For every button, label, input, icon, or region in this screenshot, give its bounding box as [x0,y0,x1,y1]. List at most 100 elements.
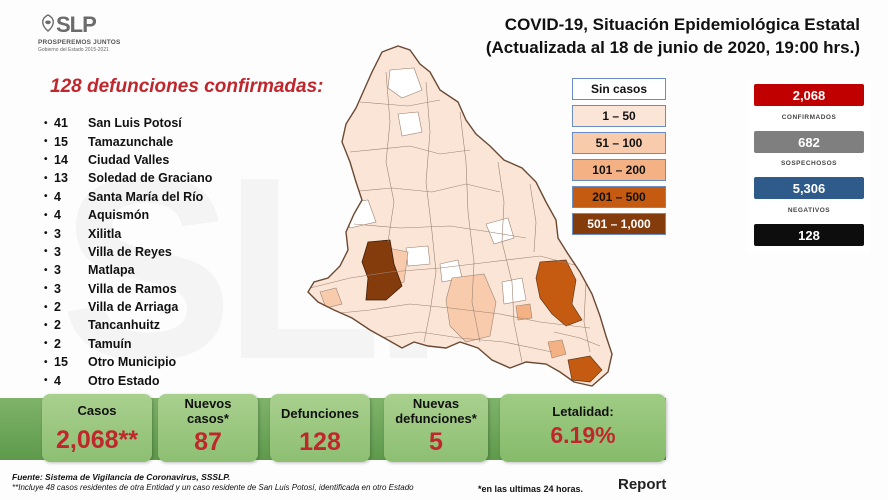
death-count: 3 [54,263,61,278]
death-count: 41 [54,116,68,131]
deaths-list-item: • 15 Tamazunchale [44,132,264,150]
card-nuevas-defunciones: Nuevas defunciones* 5 [384,394,488,462]
deaths-list: • 41 San Luis Potosí • 15 Tamazunchale • 14 Ciud… [44,114,264,390]
deaths-list-item: • 4 Aquismón [44,206,264,224]
bullet-icon: • [44,154,48,166]
legend-item: 101 – 200 [572,159,666,181]
logo-tagline: PROSPEREMOS JUNTOS [38,39,121,46]
bullet-icon: • [44,209,48,221]
title-line-2: (Actualizada al 18 de junio de 2020, 19:… [485,38,860,57]
death-count: 3 [54,244,61,259]
card-defunciones-label: Defunciones [280,406,359,421]
deaths-list-item: • 41 San Luis Potosí [44,114,264,132]
card-nuevos-value: 87 [194,428,222,456]
deaths-heading: 128 defunciones confirmadas: [50,76,324,97]
footer-source: Fuente: Sistema de Vigilancia de Coronav… [12,472,231,482]
municipality-name: San Luis Potosí [88,116,182,131]
bullet-icon: • [44,191,48,203]
municipality-name: Matlapa [88,263,135,278]
deaths-list-item: • 2 Tancanhuitz [44,316,264,334]
report-label: Report [618,476,667,493]
title-line-1: COVID-19, Situación Epidemiológica Estat… [504,15,860,34]
bullet-icon: • [44,356,48,368]
card-nuevas-defunciones-label: Nuevas defunciones* [395,396,477,426]
death-count: 14 [54,152,68,167]
logo-mark: SLP [56,12,97,37]
suspected-value: 682 [754,131,864,153]
deaths-list-item: • 14 Ciudad Valles [44,151,264,169]
negative-value: 5,306 [754,177,864,199]
deaths-list-item: • 4 Santa María del Río [44,188,264,206]
death-count: 2 [54,336,61,351]
page-title: COVID-19, Situación Epidemiológica Estat… [486,14,860,60]
seal-icon [42,14,54,32]
bullet-icon: • [44,228,48,240]
card-letalidad: Letalidad: 6.19% [500,394,666,462]
municipality-name: Soledad de Graciano [88,171,213,186]
death-count: 15 [54,355,68,370]
footer-note: **Incluye 48 casos residentes de otra En… [12,483,414,492]
legend-item: 51 – 100 [572,132,666,154]
municipality-name: Xilitla [88,226,122,241]
negative-label: NEGATIVOS [787,207,831,214]
suspected-label: SOSPECHOSOS [780,160,838,167]
municipality-name: Villa de Arriaga [88,300,179,315]
death-count: 13 [54,171,68,186]
municipality-name: Aquismón [88,208,150,223]
deaths-list-item: • 3 Villa de Reyes [44,243,264,261]
logo-subtitle: Gobierno del Estado 2015-2021 [38,47,109,53]
municipality-name: Otro Estado [88,373,160,388]
deaths-list-item: • 2 Villa de Arriaga [44,298,264,316]
card-letalidad-label: Letalidad: [552,404,614,419]
bullet-icon: • [44,172,48,184]
card-casos-label: Casos [77,403,117,418]
card-defunciones: Defunciones 128 [270,394,370,462]
municipality-name: Otro Municipio [88,355,177,370]
bullet-icon: • [44,375,48,387]
map-legend: Sin casos 1 – 50 51 – 100 101 – 200 201 – 50… [572,78,666,240]
municipality-name: Ciudad Valles [88,152,170,167]
deaths-list-item: • 2 Tamuín [44,335,264,353]
legend-item: Sin casos [572,78,666,100]
death-count: 4 [54,189,61,204]
legend-item: 201 – 500 [572,186,666,208]
slp-logo: SLP PROSPEREMOS JUNTOS Gobierno del Esta… [34,12,124,58]
card-nuevos-label: Nuevos casos* [184,396,232,426]
death-count: 3 [54,226,61,241]
municipality-name: Villa de Reyes [88,244,172,259]
deaths-list-item: • 4 Otro Estado [44,371,264,389]
municipality-name: Santa María del Río [88,189,204,204]
card-casos-value: 2,068** [55,426,139,454]
deaths-list-item: • 3 Villa de Ramos [44,280,264,298]
deaths-list-item: • 3 Matlapa [44,261,264,279]
card-letalidad-value: 6.19% [550,422,616,448]
card-casos: Casos 2,068** [42,394,152,462]
confirmed-label: CONFIRMADOS [781,114,837,121]
legend-item: 1 – 50 [572,105,666,127]
death-count: 3 [54,281,61,296]
card-nuevos: Nuevos casos* 87 [158,394,258,462]
stats-panel: 2,068 CONFIRMADOS 682 SOSPECHOSOS 5,306 … [748,80,870,253]
card-defunciones-value: 128 [299,428,341,456]
municipality-name: Tamazunchale [88,134,174,149]
deaths-list-item: • 3 Xilitla [44,224,264,242]
bullet-icon: • [44,246,48,258]
bullet-icon: • [44,338,48,350]
bullet-icon: • [44,117,48,129]
municipality-name: Villa de Ramos [88,281,177,296]
death-count: 4 [54,373,61,388]
footer-period: *en las ultimas 24 horas. [478,484,584,494]
confirmed-value: 2,068 [754,84,864,106]
bullet-icon: • [44,283,48,295]
state-map [307,45,613,387]
deaths-list-item: • 15 Otro Municipio [44,353,264,371]
legend-item: 501 – 1,000 [572,213,666,235]
bullet-icon: • [44,136,48,148]
bullet-icon: • [44,301,48,313]
death-count: 15 [54,134,68,149]
bullet-icon: • [44,319,48,331]
municipality-name: Tamuín [88,336,132,351]
death-count: 4 [54,208,61,223]
death-count: 2 [54,318,61,333]
